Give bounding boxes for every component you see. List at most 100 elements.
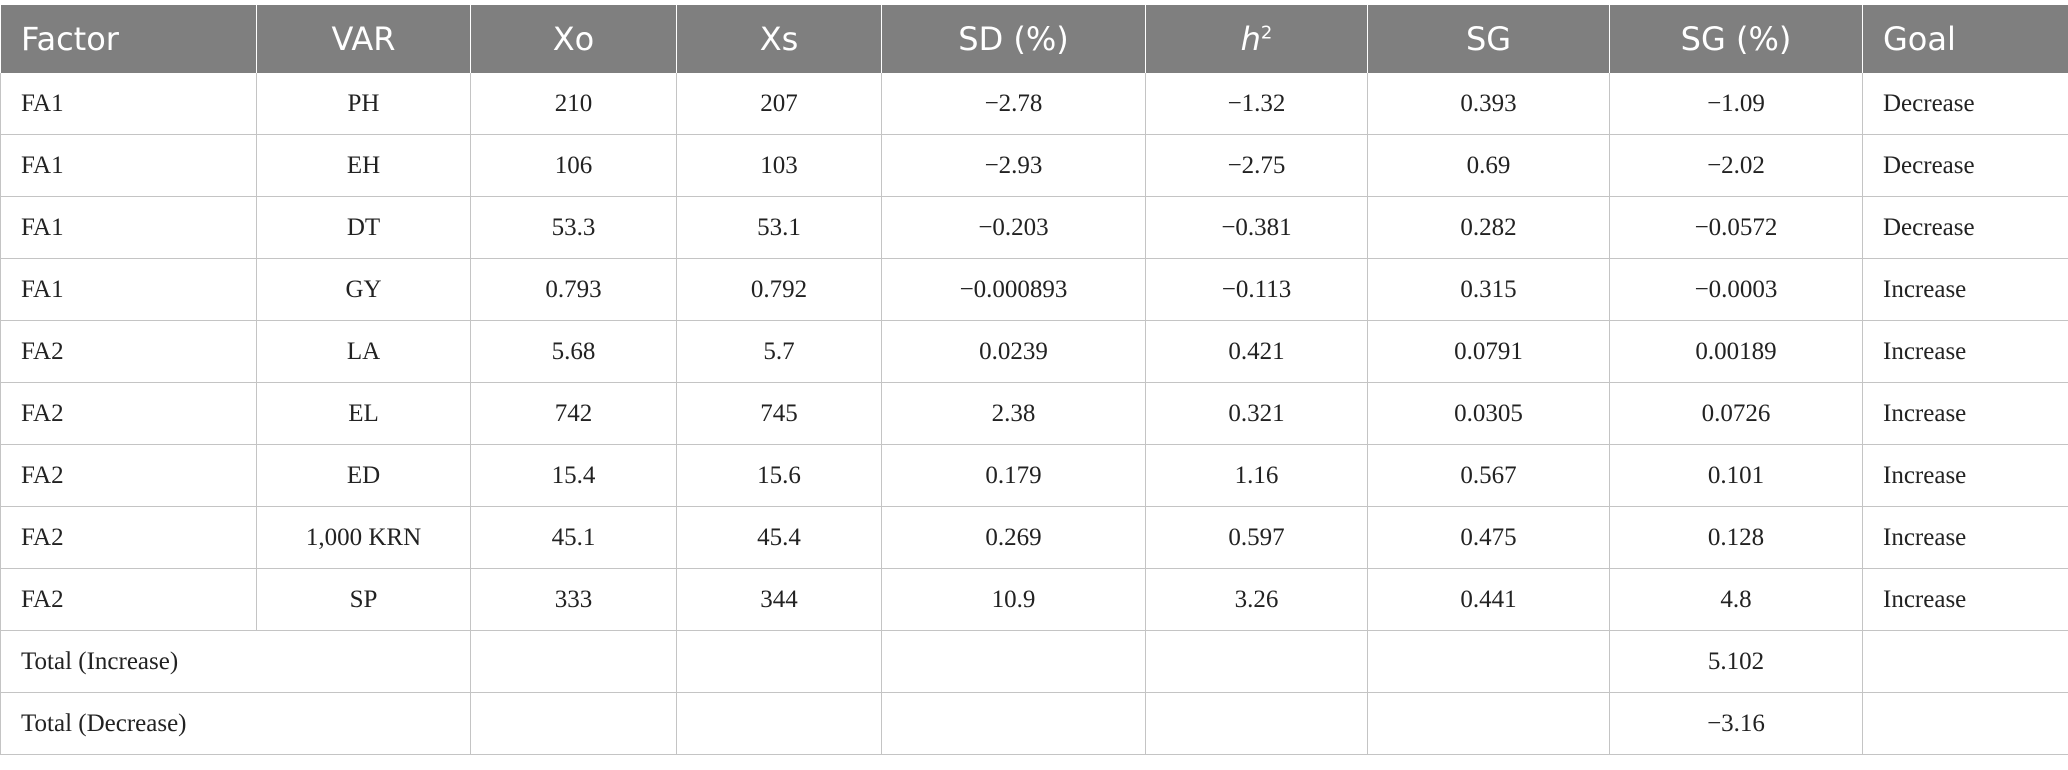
header-factor: Factor — [0, 5, 257, 73]
cell-h2: 1.16 — [1145, 444, 1368, 507]
cell-sg: 0.475 — [1367, 506, 1610, 569]
table-row: FA2 LA 5.68 5.7 0.0239 0.421 0.0791 0.00… — [0, 320, 2068, 383]
empty-cell — [470, 630, 677, 693]
cell-h2: 0.421 — [1145, 320, 1368, 383]
cell-sg-percent: 0.128 — [1609, 506, 1863, 569]
cell-h2: 0.321 — [1145, 382, 1368, 445]
cell-h2: 0.597 — [1145, 506, 1368, 569]
cell-sg: 0.0305 — [1367, 382, 1610, 445]
empty-cell — [1145, 630, 1368, 693]
cell-var: DT — [256, 196, 471, 259]
cell-xo: 742 — [470, 382, 677, 445]
header-goal: Goal — [1862, 5, 2068, 73]
cell-var: EH — [256, 134, 471, 197]
cell-xo: 210 — [470, 73, 677, 135]
cell-xo: 106 — [470, 134, 677, 197]
total-label: Total (Decrease) — [0, 692, 471, 755]
cell-factor: FA2 — [0, 320, 257, 383]
cell-sg-percent: 0.0726 — [1609, 382, 1863, 445]
empty-cell — [1862, 630, 2068, 693]
cell-goal: Decrease — [1862, 73, 2068, 135]
cell-sg: 0.567 — [1367, 444, 1610, 507]
cell-var: 1,000 KRN — [256, 506, 471, 569]
empty-cell — [881, 692, 1146, 755]
table-row: FA1 PH 210 207 −2.78 −1.32 0.393 −1.09 D… — [0, 73, 2068, 135]
cell-var: GY — [256, 258, 471, 321]
cell-factor: FA1 — [0, 258, 257, 321]
cell-goal: Increase — [1862, 258, 2068, 321]
cell-sg: 0.69 — [1367, 134, 1610, 197]
cell-h2: −0.113 — [1145, 258, 1368, 321]
empty-cell — [1367, 692, 1610, 755]
header-var: VAR — [256, 5, 471, 73]
cell-xs: 207 — [676, 73, 882, 135]
cell-xo: 53.3 — [470, 196, 677, 259]
cell-h2: −1.32 — [1145, 73, 1368, 135]
cell-h2: 3.26 — [1145, 568, 1368, 631]
cell-var: ED — [256, 444, 471, 507]
cell-factor: FA2 — [0, 382, 257, 445]
cell-sg: 0.315 — [1367, 258, 1610, 321]
cell-factor: FA2 — [0, 444, 257, 507]
cell-sg: 0.393 — [1367, 73, 1610, 135]
header-sg: SG — [1367, 5, 1610, 73]
cell-sg-percent: −0.0003 — [1609, 258, 1863, 321]
cell-var: LA — [256, 320, 471, 383]
header-h2-sup: 2 — [1260, 22, 1273, 44]
empty-cell — [1145, 692, 1368, 755]
cell-xs: 103 — [676, 134, 882, 197]
cell-factor: FA1 — [0, 134, 257, 197]
table-row: FA1 GY 0.793 0.792 −0.000893 −0.113 0.31… — [0, 258, 2068, 321]
empty-cell — [881, 630, 1146, 693]
cell-xs: 53.1 — [676, 196, 882, 259]
cell-factor: FA2 — [0, 568, 257, 631]
table-row: FA2 EL 742 745 2.38 0.321 0.0305 0.0726 … — [0, 382, 2068, 445]
cell-var: PH — [256, 73, 471, 135]
empty-cell — [470, 692, 677, 755]
cell-goal: Increase — [1862, 382, 2068, 445]
cell-sg: 0.282 — [1367, 196, 1610, 259]
cell-goal: Increase — [1862, 568, 2068, 631]
cell-sg-percent: 0.00189 — [1609, 320, 1863, 383]
cell-sd: −0.203 — [881, 196, 1146, 259]
table-row: FA1 EH 106 103 −2.93 −2.75 0.69 −2.02 De… — [0, 134, 2068, 197]
selection-gain-table: Factor VAR Xo Xs SD (%) h2 SG SG (%) Goa… — [0, 5, 2068, 755]
cell-xo: 45.1 — [470, 506, 677, 569]
header-xs: Xs — [676, 5, 882, 73]
cell-sg: 0.441 — [1367, 568, 1610, 631]
header-h2: h2 — [1145, 5, 1368, 73]
cell-sd: 0.269 — [881, 506, 1146, 569]
cell-sg-percent: −2.02 — [1609, 134, 1863, 197]
cell-goal: Increase — [1862, 444, 2068, 507]
cell-xs: 344 — [676, 568, 882, 631]
empty-cell — [1862, 692, 2068, 755]
total-sg-percent: 5.102 — [1609, 630, 1863, 693]
cell-sg-percent: 4.8 — [1609, 568, 1863, 631]
cell-factor: FA1 — [0, 196, 257, 259]
cell-xo: 15.4 — [470, 444, 677, 507]
cell-xo: 0.793 — [470, 258, 677, 321]
cell-sd: 0.179 — [881, 444, 1146, 507]
cell-sg: 0.0791 — [1367, 320, 1610, 383]
header-xo: Xo — [470, 5, 677, 73]
header-row: Factor VAR Xo Xs SD (%) h2 SG SG (%) Goa… — [0, 5, 2068, 73]
table-row: FA1 DT 53.3 53.1 −0.203 −0.381 0.282 −0.… — [0, 196, 2068, 259]
cell-sd: 0.0239 — [881, 320, 1146, 383]
cell-sg-percent: 0.101 — [1609, 444, 1863, 507]
cell-xs: 45.4 — [676, 506, 882, 569]
cell-h2: −2.75 — [1145, 134, 1368, 197]
cell-xs: 0.792 — [676, 258, 882, 321]
cell-var: EL — [256, 382, 471, 445]
cell-sg-percent: −1.09 — [1609, 73, 1863, 135]
header-sg-percent: SG (%) — [1609, 5, 1863, 73]
cell-goal: Decrease — [1862, 134, 2068, 197]
cell-sd: −2.78 — [881, 73, 1146, 135]
cell-sd: 2.38 — [881, 382, 1146, 445]
cell-goal: Increase — [1862, 506, 2068, 569]
cell-xo: 5.68 — [470, 320, 677, 383]
empty-cell — [1367, 630, 1610, 693]
cell-goal: Increase — [1862, 320, 2068, 383]
total-row-increase: Total (Increase) 5.102 — [0, 630, 2068, 693]
empty-cell — [676, 630, 882, 693]
cell-factor: FA1 — [0, 73, 257, 135]
